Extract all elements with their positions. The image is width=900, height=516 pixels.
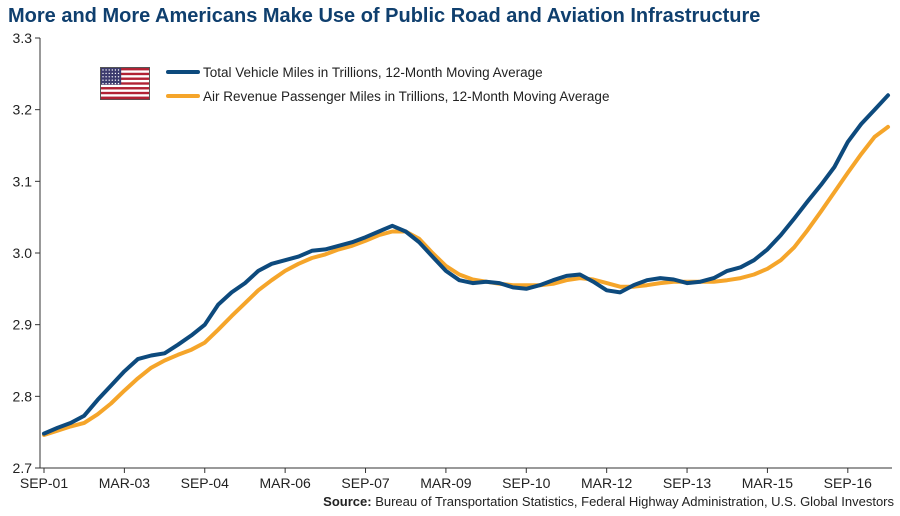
flag-star	[102, 79, 104, 81]
flag-stripe	[101, 91, 149, 95]
flag-star	[105, 69, 107, 71]
flag-star	[105, 72, 107, 75]
series-line-air-passenger-miles	[42, 124, 890, 437]
x-tick-label: MAR-12	[581, 475, 633, 491]
legend: Total Vehicle Miles in Trillions, 12-Mon…	[100, 65, 609, 104]
y-tick-label: 3.0	[13, 245, 33, 261]
flag-stripe	[101, 87, 149, 90]
flag-star	[105, 82, 107, 85]
source-text: Bureau of Transportation Statistics, Fed…	[375, 494, 894, 509]
x-tick-label: SEP-10	[502, 475, 550, 491]
flag-stripe	[101, 70, 149, 73]
x-tick-label: MAR-09	[420, 475, 472, 491]
x-tick-label: SEP-07	[341, 475, 389, 491]
series-line-vehicle-miles	[42, 93, 890, 436]
x-tick-label: MAR-06	[259, 475, 311, 491]
flag-stripe	[101, 96, 149, 100]
flag-star	[108, 76, 110, 78]
flag-star	[108, 69, 110, 71]
y-tick-label: 3.2	[13, 102, 33, 118]
flag-star	[108, 79, 110, 81]
y-axis-ticks: 2.7 2.8 2.9 3.0 3.1 3.2 3.3	[13, 30, 40, 476]
flag-star	[105, 79, 107, 81]
y-tick-label: 3.3	[13, 30, 33, 46]
legend-label-vehicle: Total Vehicle Miles in Trillions, 12-Mon…	[203, 65, 543, 80]
flag-star	[117, 82, 120, 85]
flag-star	[114, 72, 117, 75]
flag-star	[111, 72, 114, 75]
flag-stripe	[101, 84, 149, 88]
legend-label-air: Air Revenue Passenger Miles in Trillions…	[203, 89, 609, 104]
flag-star	[108, 82, 110, 85]
source-note: Source: Bureau of Transportation Statist…	[323, 494, 894, 509]
flag-stripe	[101, 89, 149, 93]
flag-stripe	[101, 77, 149, 81]
flag-stripe	[101, 75, 149, 78]
x-tick-label: SEP-04	[181, 475, 229, 491]
series-lines	[42, 93, 890, 437]
flag-stripe	[101, 94, 149, 97]
x-axis-ticks: SEP-01 MAR-03 SEP-04 MAR-06 SEP-07 MAR-09 SEP-…	[20, 468, 872, 491]
flag-star	[111, 82, 114, 85]
y-tick-label: 2.7	[13, 460, 33, 476]
x-tick-label: SEP-01	[20, 475, 68, 491]
flag-star	[117, 72, 120, 75]
flag-star	[108, 72, 110, 75]
flag-star	[114, 69, 117, 71]
y-tick-label: 2.9	[13, 317, 33, 333]
flag-stripe	[101, 72, 149, 76]
y-tick-label: 3.1	[13, 173, 33, 189]
y-tick-label: 2.8	[13, 388, 33, 404]
x-tick-label: MAR-03	[99, 475, 151, 491]
x-tick-label: MAR-15	[742, 475, 794, 491]
flag-star	[111, 69, 114, 71]
flag-stripe	[101, 68, 149, 71]
flag-star	[102, 69, 104, 71]
x-tick-label: SEP-13	[663, 475, 711, 491]
source-label: Source:	[323, 494, 372, 509]
flag-star	[102, 72, 104, 75]
flag-star	[114, 76, 117, 78]
flag-stripe	[101, 82, 149, 85]
flag-stripe	[101, 79, 149, 83]
flag-star	[117, 69, 120, 71]
flag-star	[111, 76, 114, 78]
flag-star	[102, 82, 104, 85]
chart-title: More and More Americans Make Use of Publ…	[8, 5, 761, 27]
x-tick-label: SEP-16	[824, 475, 872, 491]
flag-star	[117, 79, 120, 81]
flag-star	[111, 79, 114, 81]
flag-star	[114, 79, 117, 81]
flag-star	[102, 76, 104, 78]
flag-star	[105, 76, 107, 78]
us-flag-icon	[100, 67, 150, 100]
flag-star	[114, 82, 117, 85]
flag-star	[117, 76, 120, 78]
